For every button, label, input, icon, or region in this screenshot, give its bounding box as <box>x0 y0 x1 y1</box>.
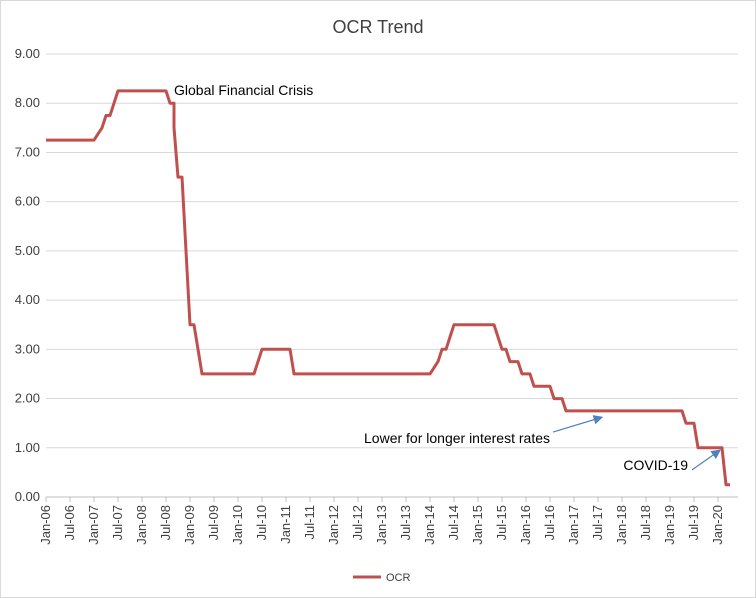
y-tick-label: 7.00 <box>15 144 40 159</box>
annotation-arrow-covid <box>691 449 721 471</box>
y-axis: 0.00 1.00 2.00 3.00 4.00 5.00 6.00 7.00 8.00 9.00 <box>15 46 40 504</box>
y-tick-label: 8.00 <box>15 95 40 110</box>
x-tick-label: Jul-17 <box>590 505 605 540</box>
x-tick-label: Jan-07 <box>86 505 101 545</box>
chart-title: OCR Trend <box>332 17 423 37</box>
x-tick-label: Jan-18 <box>614 505 629 545</box>
y-tick-label: 3.00 <box>15 341 40 356</box>
annotations: Global Financial Crisis Lower for longer … <box>174 82 721 473</box>
x-tick-label: Jul-16 <box>542 505 557 540</box>
y-tick-label: 1.00 <box>15 440 40 455</box>
x-tick-label: Jan-19 <box>662 505 677 545</box>
x-tick-label: Jan-12 <box>326 505 341 545</box>
x-tick-label: Jan-14 <box>422 505 437 545</box>
x-tick-label: Jan-10 <box>230 505 245 545</box>
x-tick-label: Jul-14 <box>446 505 461 540</box>
x-tick-label: Jan-20 <box>710 505 725 545</box>
x-tick-label: Jul-18 <box>638 505 653 540</box>
x-tick-label: Jul-12 <box>350 505 365 540</box>
y-tick-label: 6.00 <box>15 194 40 209</box>
y-tick-label: 4.00 <box>15 292 40 307</box>
annotation-arrow-lower-for-longer <box>552 415 604 433</box>
x-tick-label: Jan-06 <box>38 505 53 545</box>
x-tick-label: Jul-15 <box>494 505 509 540</box>
x-tick-label: Jan-16 <box>518 505 533 545</box>
x-tick-label: Jul-08 <box>158 505 173 540</box>
x-tick-label: Jul-06 <box>62 505 77 540</box>
x-axis: Jan-06 Jul-06 Jan-07 Jul-07 Jan-08 Jul-08 Jan-… <box>38 496 738 545</box>
x-tick-label: Jan-08 <box>134 505 149 545</box>
x-tick-label: Jul-10 <box>254 505 269 540</box>
x-tick-label: Jul-09 <box>206 505 221 540</box>
x-tick-label: Jan-15 <box>470 505 485 545</box>
x-tick-label: Jul-13 <box>398 505 413 540</box>
legend: OCR <box>353 572 411 584</box>
annotation-lower-for-longer: Lower for longer interest rates <box>364 430 550 446</box>
x-tick-label: Jul-19 <box>686 505 701 540</box>
x-tick-label: Jan-09 <box>182 505 197 545</box>
series-line-ocr <box>46 89 730 487</box>
x-tick-label: Jan-17 <box>566 505 581 545</box>
x-tick-label: Jul-11 <box>302 505 317 539</box>
annotation-covid: COVID-19 <box>623 457 688 473</box>
x-tick-label: Jan-13 <box>374 505 389 545</box>
y-tick-label: 9.00 <box>15 46 40 61</box>
annotation-gfc: Global Financial Crisis <box>174 82 313 98</box>
x-tick-label: Jul-07 <box>110 505 125 540</box>
x-tick-label: Jan-11 <box>278 505 293 544</box>
y-tick-label: 5.00 <box>15 243 40 258</box>
legend-label: OCR <box>386 572 411 584</box>
y-tick-label: 2.00 <box>15 391 40 406</box>
series-layer <box>46 89 730 487</box>
y-tick-label: 0.00 <box>15 489 40 504</box>
